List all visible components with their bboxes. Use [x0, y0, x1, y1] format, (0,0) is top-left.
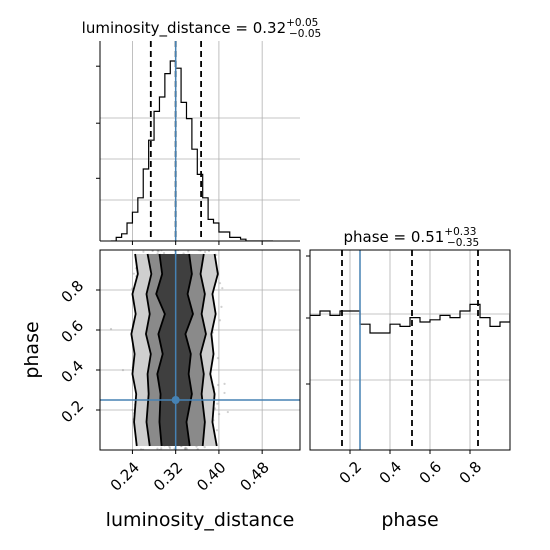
phase-hist-grid [310, 250, 510, 450]
joint-contour-right-mid [199, 253, 207, 447]
luminosity-distance-hist-ticks [96, 65, 263, 245]
joint-scatter-point [203, 250, 207, 254]
joint-scatter-point [131, 408, 134, 412]
joint-contour-right-outer [209, 253, 219, 447]
phase-xtick-label: 0.2 [336, 458, 366, 488]
luminosity-distance-hist-step [110, 60, 273, 241]
joint-scatter-point [217, 383, 220, 387]
joint-truth-marker [171, 396, 180, 404]
joint-scatter-point [216, 402, 219, 405]
joint-scatter-point [215, 429, 219, 432]
luminosity-distance-hist-grid [100, 41, 300, 241]
joint-contour-right-inner [184, 253, 194, 447]
phase-ytick-label: 0.6 [58, 317, 88, 347]
luminosity-distance-histogram-panel: luminosity_distance = 0.32+0.05 −0.05 [82, 17, 321, 245]
joint-contour-left-outer [130, 253, 139, 447]
joint-frame [99, 249, 301, 451]
luminosity-distance-xtick-label: 0.24 [107, 458, 143, 494]
joint-scatter-point [168, 446, 172, 450]
phase-ytick-label: 0.2 [58, 397, 88, 427]
joint-scatter-point [187, 250, 190, 253]
joint-scatter-point [218, 412, 221, 416]
joint-scatter-point [207, 250, 211, 253]
joint-scatter-point [109, 327, 113, 331]
joint-contour-lines [130, 253, 219, 447]
joint-scatter-point [162, 252, 166, 255]
joint-density-band-inner [156, 254, 193, 446]
joint-scatter-point [156, 447, 159, 450]
joint-scatter-point [223, 391, 226, 395]
phase-title-sub: −0.35 [447, 237, 479, 249]
joint-contour-left-inner [155, 253, 166, 447]
phase-xtick-label: 0.4 [376, 458, 406, 488]
joint-scatter-point [221, 287, 224, 290]
joint-scatter-point [218, 319, 222, 322]
joint-scatter-point [185, 447, 188, 450]
joint-scatter-point [226, 410, 229, 414]
joint-scatter-point [215, 253, 218, 257]
joint-scatter-point [218, 282, 222, 285]
luminosity-distance-hist-frame [100, 41, 300, 241]
joint-scatter-point [196, 447, 199, 450]
joint-scatter-point [183, 447, 187, 450]
phase-histogram-panel: 0.2 0.4 0.6 0.8 phase = 0.51+0.33 −0.35 [306, 226, 511, 488]
joint-scatter-point [121, 369, 125, 372]
joint-scatter-point [182, 252, 185, 255]
phase-xtick-label: 0.6 [416, 458, 446, 488]
joint-contour-left-mid [145, 253, 153, 447]
joint-scatter-point [160, 447, 163, 450]
luminosity-distance-title-sub: −0.05 [289, 28, 321, 40]
phase-hist-ticks: 0.2 0.4 0.6 0.8 [306, 255, 486, 488]
phase-hist-bins [310, 303, 510, 334]
phase-hist-frame [309, 249, 511, 451]
phase-quantile-lines [341, 250, 479, 450]
luminosity-distance-xtick-label: 0.48 [236, 458, 272, 494]
luminosity-distance-xtick-label: 0.40 [193, 458, 229, 494]
joint-scatter-point [216, 357, 220, 360]
luminosity-distance-title: luminosity_distance = 0.32+0.05 [82, 17, 319, 38]
joint-scatter-point [130, 287, 134, 290]
phase-ytick-label: 0.8 [58, 277, 88, 307]
phase-hist-step [310, 303, 510, 334]
joint-scatter-point [157, 250, 160, 253]
joint-distribution-panel: 0.24 0.32 0.40 0.48 0.2 0.4 0.6 0.8 luminosity_… [21, 249, 301, 531]
joint-scatter-point [184, 447, 187, 450]
phase-ytick-label: 0.4 [58, 357, 88, 387]
joint-scatter-point [223, 382, 226, 386]
luminosity-distance-xtick-label: 0.32 [150, 458, 186, 494]
joint-scatter-point [168, 445, 171, 448]
joint-scatter-point [213, 407, 217, 410]
joint-scatter-point [132, 272, 135, 275]
joint-truth-crosshair [100, 250, 300, 450]
joint-scatter-point [142, 250, 145, 253]
x-axis-label-luminosity-distance: luminosity_distance [106, 509, 295, 531]
x-axis-label-phase: phase [381, 509, 438, 531]
luminosity-distance-hist-bins [110, 60, 273, 241]
phase-xtick-label: 0.8 [456, 458, 486, 488]
y-axis-label-phase: phase [21, 321, 43, 378]
joint-scatter-point [184, 446, 187, 449]
joint-scatter-point [220, 305, 223, 308]
phase-title: phase = 0.51+0.33 [344, 226, 477, 246]
joint-scatter-point [203, 446, 206, 449]
